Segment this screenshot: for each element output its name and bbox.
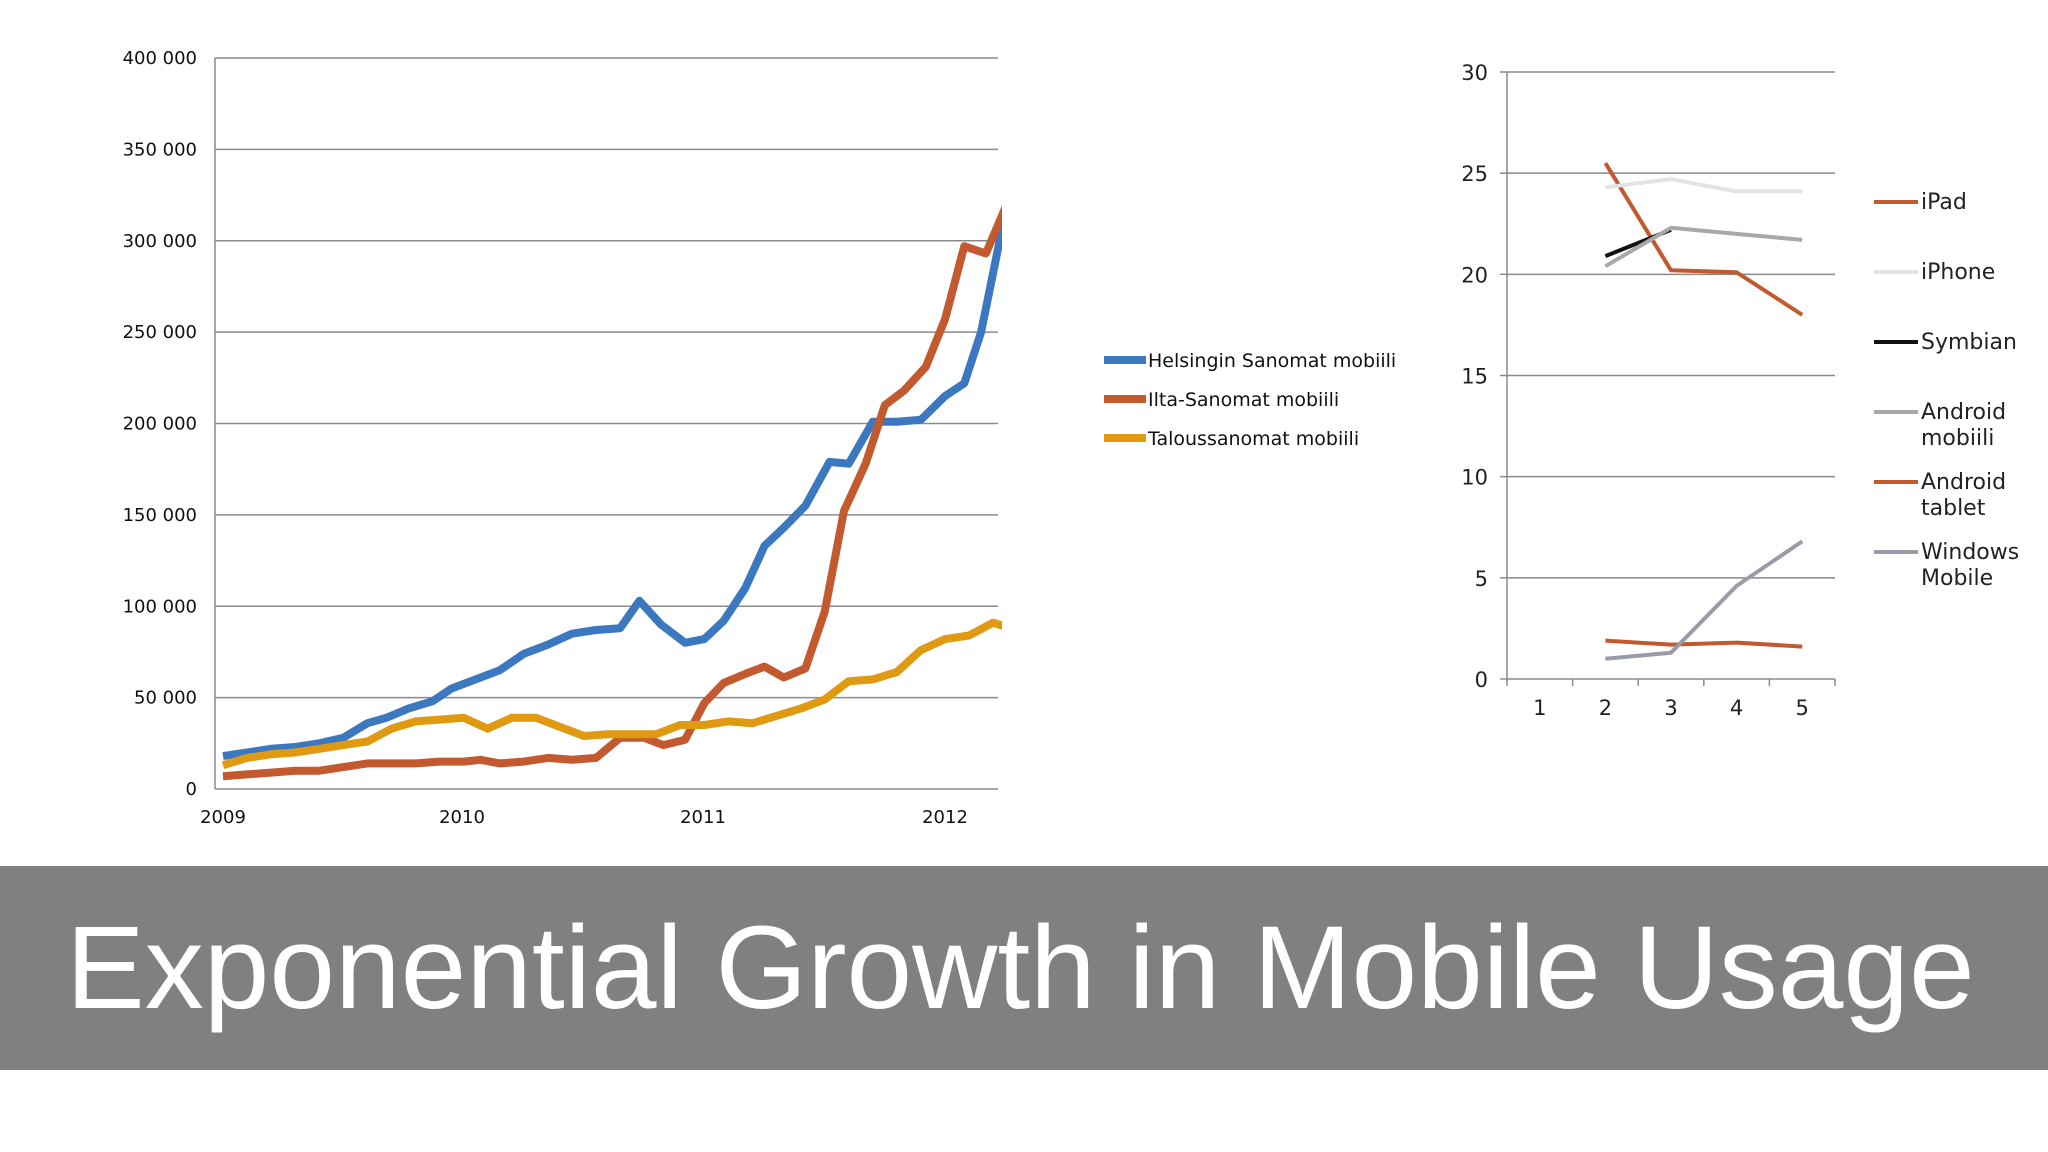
y-tick-label: 150 000 [123,505,197,526]
legend-label: Symbian [1921,330,2017,355]
y-tick-label: 30 [1461,61,1488,85]
series-line-1 [222,210,1002,761]
x-tick-label: 2009 [200,807,246,828]
y-tick-label: 15 [1461,365,1488,389]
series-line-4 [1604,225,1803,268]
slide-title: Exponential Growth in Mobile Usage [66,902,1975,1034]
y-tick-label: 10 [1461,466,1488,490]
series-line-2 [222,205,1002,781]
x-tick-label: 4 [1730,696,1743,720]
y-tick-label: 0 [186,779,197,800]
y-tick-label: 20 [1461,263,1488,287]
platform-share-line-chart: 0 5 10 15 20 25 30 1 2 3 4 5 iPad iPhone Symbian Androi… [1461,61,2019,720]
series-line-5 [1605,638,1803,649]
legend-label: Windows Mobile [1921,540,2019,591]
series-line-6 [1605,539,1804,661]
y-tick-label: 200 000 [123,414,197,435]
x-tick-label: 2012 [922,807,968,828]
y-tick-label: 5 [1475,567,1488,591]
y-tick-label: 250 000 [123,322,197,343]
growth-line-chart: 0 50 000 100 000 150 000 200 000 250 000 300 0… [123,48,1397,828]
x-tick-label: 5 [1796,696,1809,720]
legend-label: Ilta-Sanomat mobiili [1148,389,1339,411]
x-tick-label: 1 [1533,696,1546,720]
legend-label: iPad [1921,190,1967,215]
legend-label: iPhone [1921,260,1995,285]
x-tick-label: 2 [1599,696,1612,720]
y-tick-label: 50 000 [134,688,197,709]
x-tick-label: 2011 [680,807,726,828]
y-tick-label: 300 000 [123,231,197,252]
legend-label: Android tablet [1921,470,2006,521]
x-tick-label: 2010 [439,807,485,828]
y-tick-label: 400 000 [123,48,197,69]
legend-label: Helsingin Sanomat mobiili [1148,350,1396,372]
y-tick-label: 350 000 [123,139,197,160]
legend-label: Android mobiili [1921,400,2006,451]
series-line-2 [1605,177,1803,194]
series-line-3 [221,618,1002,770]
y-tick-label: 100 000 [123,596,197,617]
title-banner: Exponential Growth in Mobile Usage [0,866,2048,1070]
y-tick-label: 25 [1461,162,1488,186]
legend-label: Taloussanomat mobiili [1147,428,1359,450]
y-tick-label: 0 [1475,668,1488,692]
x-tick-label: 3 [1664,696,1677,720]
series-line-1 [1603,162,1804,317]
